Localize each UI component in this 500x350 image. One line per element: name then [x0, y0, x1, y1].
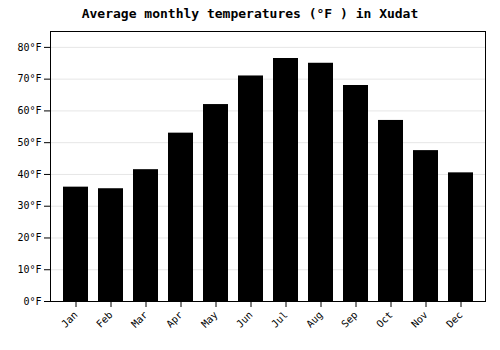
svg-text:50°F: 50°F — [17, 137, 41, 148]
svg-text:Mar: Mar — [129, 309, 150, 330]
svg-text:Aug: Aug — [304, 309, 325, 330]
svg-text:Jun: Jun — [234, 309, 255, 330]
svg-text:40°F: 40°F — [17, 169, 41, 180]
svg-text:10°F: 10°F — [17, 264, 41, 275]
svg-text:Oct: Oct — [374, 309, 395, 330]
svg-text:Feb: Feb — [94, 309, 115, 330]
svg-text:60°F: 60°F — [17, 105, 41, 116]
svg-text:80°F: 80°F — [17, 42, 41, 53]
svg-text:20°F: 20°F — [17, 232, 41, 243]
svg-text:May: May — [199, 309, 220, 330]
svg-text:0°F: 0°F — [23, 296, 41, 307]
svg-text:Jan: Jan — [59, 309, 80, 330]
svg-text:Apr: Apr — [164, 309, 185, 330]
svg-text:30°F: 30°F — [17, 200, 41, 211]
svg-text:Nov: Nov — [409, 309, 430, 330]
svg-text:Dec: Dec — [444, 309, 465, 330]
html-text:Average monthly temperatures (: Average monthly temperatures (°F ) in Xu… — [81, 6, 419, 21]
svg-text:70°F: 70°F — [17, 73, 41, 84]
svg-text:Sep: Sep — [339, 309, 360, 330]
svg-text:Jul: Jul — [269, 309, 290, 330]
